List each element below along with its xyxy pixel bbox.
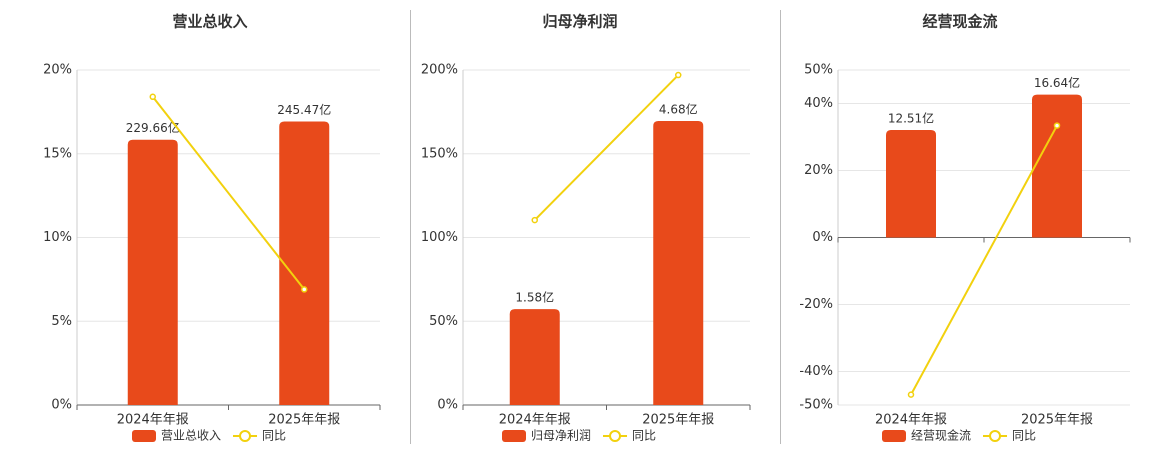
chart-title: 归母净利润 [542, 13, 617, 31]
y-tick-label: -20% [799, 297, 833, 312]
chart-title: 经营现金流 [922, 13, 997, 31]
y-tick-label: 5% [51, 314, 72, 329]
y-tick-label: 50% [804, 63, 833, 78]
legend-label: 营业总收入 [161, 429, 221, 443]
legend-label: 同比 [1012, 429, 1036, 443]
x-tick-label: 2024年年报 [875, 413, 947, 428]
legend-swatch [989, 430, 1002, 442]
x-tick-label: 2025年年报 [1021, 413, 1093, 428]
line-point [531, 216, 538, 224]
x-tick-label: 2024年年报 [499, 413, 571, 428]
legend-label: 经营现金流 [911, 428, 971, 443]
bar [653, 120, 704, 405]
y-tick-label: 40% [804, 96, 833, 111]
y-tick-label: -40% [799, 364, 833, 379]
legend-swatch [502, 430, 526, 442]
bar-value-label: 4.68亿 [659, 101, 698, 116]
chart-title: 营业总收入 [172, 13, 247, 31]
y-tick-label: 200% [421, 63, 458, 78]
y-tick-label: 10% [43, 230, 72, 245]
legend-label: 归母净利润 [531, 429, 591, 443]
legend-swatch [239, 430, 252, 442]
legend-swatch [609, 430, 622, 442]
y-tick-label: 0% [51, 398, 72, 413]
bar-value-label: 12.51亿 [888, 111, 934, 126]
legend-label: 同比 [262, 429, 286, 443]
x-tick-label: 2025年年报 [268, 413, 340, 428]
legend-swatch [882, 430, 906, 442]
bar-value-label: 1.58亿 [515, 290, 554, 305]
bar-value-label: 245.47亿 [277, 102, 331, 117]
line-point [301, 286, 308, 293]
bar [1032, 94, 1082, 238]
x-tick-label: 2024年年报 [117, 413, 189, 428]
y-tick-label: 20% [43, 63, 72, 78]
bar-value-label: 16.64亿 [1034, 75, 1080, 90]
y-tick-label: 150% [421, 146, 458, 161]
line-point [1053, 122, 1061, 129]
y-tick-label: 20% [804, 163, 833, 178]
bar [886, 130, 936, 238]
line [534, 74, 679, 221]
line-point [907, 391, 915, 398]
legend-swatch [132, 430, 156, 442]
bar-value-label: 229.66亿 [126, 120, 180, 135]
y-tick-label: 15% [43, 146, 72, 161]
bar [127, 139, 178, 405]
line [151, 96, 306, 291]
bar [279, 121, 330, 406]
line-point [675, 71, 682, 79]
legend-label: 同比 [632, 429, 656, 443]
y-tick-label: 0% [437, 398, 458, 413]
y-tick-label: 100% [421, 230, 458, 245]
bar [509, 309, 560, 405]
y-tick-label: -50% [799, 398, 833, 413]
y-tick-label: 0% [812, 230, 833, 245]
line [910, 125, 1058, 396]
x-tick-label: 2025年年报 [642, 413, 714, 428]
line-point [149, 93, 156, 101]
y-tick-label: 50% [429, 314, 458, 329]
